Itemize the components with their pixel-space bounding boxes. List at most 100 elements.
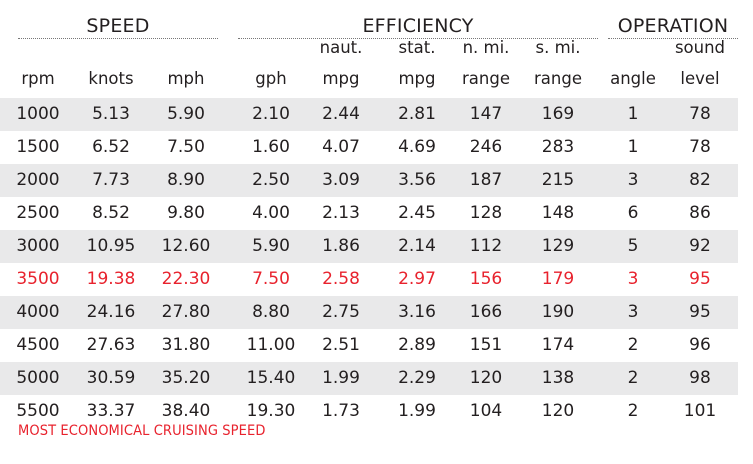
table-cell: 7.50 <box>167 137 205 157</box>
column-header-line1: n. mi. <box>462 38 510 57</box>
group-title-speed: SPEED <box>86 15 150 37</box>
table-cell: 169 <box>541 104 575 124</box>
table-cell: 33.37 <box>86 401 136 421</box>
table-cell: 1.86 <box>322 236 360 256</box>
table-cell: 4.00 <box>252 203 290 223</box>
group-divider-operation <box>608 38 738 39</box>
table-cell: 128 <box>469 203 503 223</box>
table-cell: 174 <box>541 335 575 355</box>
table-cell: 19.30 <box>246 401 296 421</box>
table-cell: 5 <box>627 236 639 256</box>
table-cell: 1000 <box>16 104 60 124</box>
table-cell: 3 <box>627 302 639 322</box>
table-cell: 4000 <box>16 302 60 322</box>
table-cell: 5.90 <box>167 104 205 124</box>
table-cell: 187 <box>469 170 503 190</box>
table-cell: 5500 <box>16 401 60 421</box>
table-cell: 2.50 <box>252 170 290 190</box>
table-cell: 4.07 <box>322 137 360 157</box>
column-header-line1: naut. <box>319 38 363 57</box>
table-cell: 92 <box>689 236 711 256</box>
table-cell: 78 <box>689 137 711 157</box>
table-cell: 3.56 <box>398 170 436 190</box>
table-cell: 2.58 <box>322 269 360 289</box>
column-header-line2: level <box>680 69 720 88</box>
table-cell: 27.80 <box>161 302 211 322</box>
table-cell: 95 <box>689 302 711 322</box>
table-cell: 10.95 <box>86 236 136 256</box>
table-row: 3000 10.95 12.60 5.90 1.86 2.14 112 129 5 92 <box>0 230 738 263</box>
table-row: 2500 8.52 9.80 4.00 2.13 2.45 128 148 6 86 <box>0 197 738 230</box>
table-cell: 2.10 <box>252 104 290 124</box>
table-cell: 1.60 <box>252 137 290 157</box>
table-cell: 5.90 <box>252 236 290 256</box>
table-cell: 27.63 <box>86 335 136 355</box>
table-cell: 129 <box>541 236 575 256</box>
table-cell: 147 <box>469 104 503 124</box>
table-cell: 179 <box>541 269 575 289</box>
table-cell: 4.69 <box>398 137 436 157</box>
table-cell: 82 <box>689 170 711 190</box>
column-header-line2: range <box>462 69 510 88</box>
table-row: 4500 27.63 31.80 11.00 2.51 2.89 151 174 2 96 <box>0 329 738 362</box>
table-cell: 112 <box>469 236 503 256</box>
table-cell: 3.09 <box>322 170 360 190</box>
table-cell: 2.44 <box>322 104 360 124</box>
table-cell: 2.75 <box>322 302 360 322</box>
table-cell: 138 <box>541 368 575 388</box>
column-header-line1: s. mi. <box>535 38 581 57</box>
column-header-line2: mph <box>167 69 205 88</box>
table-cell: 8.80 <box>252 302 290 322</box>
table-cell: 1 <box>627 104 639 124</box>
group-divider-efficiency <box>238 38 598 39</box>
table-cell: 8.52 <box>92 203 130 223</box>
table-cell: 3 <box>627 170 639 190</box>
table-cell: 7.73 <box>92 170 130 190</box>
table-cell: 2 <box>627 335 639 355</box>
table-cell: 15.40 <box>246 368 296 388</box>
table-cell: 2.45 <box>398 203 436 223</box>
footnote-most-economical: MOST ECONOMICAL CRUISING SPEED <box>18 423 266 439</box>
table-cell: 96 <box>689 335 711 355</box>
group-title-efficiency: EFFICIENCY <box>362 15 474 37</box>
table-row: 1000 5.13 5.90 2.10 2.44 2.81 147 169 1 78 <box>0 98 738 131</box>
table-cell: 3500 <box>16 269 60 289</box>
table-cell: 1 <box>627 137 639 157</box>
table-cell: 156 <box>469 269 503 289</box>
table-cell: 120 <box>469 368 503 388</box>
table-cell: 95 <box>689 269 711 289</box>
table-cell: 2000 <box>16 170 60 190</box>
table-cell: 1.99 <box>398 401 436 421</box>
table-cell: 148 <box>541 203 575 223</box>
table-cell: 2.89 <box>398 335 436 355</box>
column-header-line1: sound <box>674 38 726 57</box>
table-cell: 166 <box>469 302 503 322</box>
column-header-line2: gph <box>255 69 287 88</box>
table-cell: 104 <box>469 401 503 421</box>
group-title-operation: OPERATION <box>617 15 729 37</box>
table-cell: 3.16 <box>398 302 436 322</box>
table-cell: 1500 <box>16 137 60 157</box>
table-cell: 2.29 <box>398 368 436 388</box>
table-cell: 11.00 <box>246 335 296 355</box>
table-cell: 31.80 <box>161 335 211 355</box>
column-header-line2: range <box>534 69 582 88</box>
table-cell: 78 <box>689 104 711 124</box>
table-cell: 6.52 <box>92 137 130 157</box>
table-cell: 3 <box>627 269 639 289</box>
table-cell: 19.38 <box>86 269 136 289</box>
table-row: 4000 24.16 27.80 8.80 2.75 3.16 166 190 3 95 <box>0 296 738 329</box>
column-header-line2: knots <box>88 69 134 88</box>
column-header-line2: mpg <box>322 69 360 88</box>
table-cell: 2 <box>627 401 639 421</box>
table-cell: 3000 <box>16 236 60 256</box>
table-cell: 5.13 <box>92 104 130 124</box>
table-row: 5000 30.59 35.20 15.40 1.99 2.29 120 138 2 98 <box>0 362 738 395</box>
column-header-line1: stat. <box>398 38 436 57</box>
table-cell: 101 <box>683 401 717 421</box>
table-cell: 2.81 <box>398 104 436 124</box>
column-header-line2: mpg <box>398 69 436 88</box>
table-cell: 30.59 <box>86 368 136 388</box>
table-cell: 6 <box>627 203 639 223</box>
table-cell: 9.80 <box>167 203 205 223</box>
